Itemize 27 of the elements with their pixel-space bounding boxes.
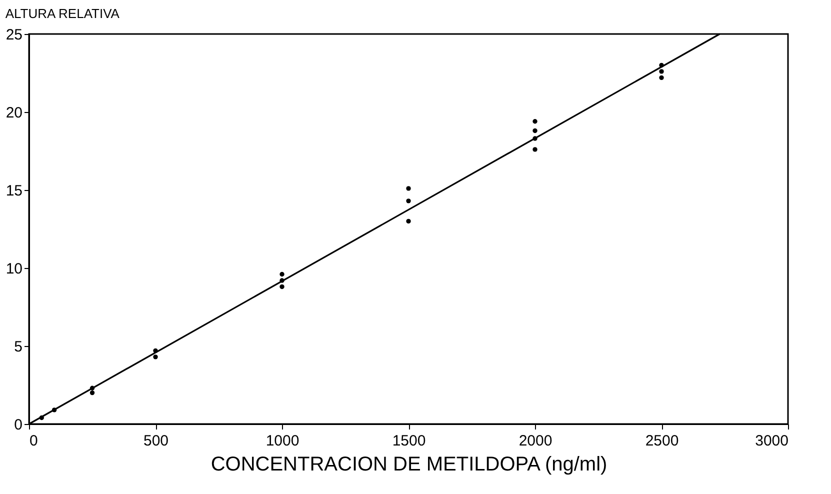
y-tick-label: 20 (6, 104, 22, 122)
point (532, 147, 538, 152)
x-tick-label: 0 (30, 432, 38, 450)
x-axis-title: CONCENTRACION DE METILDOPA (ng/ml) (210, 454, 608, 476)
x-tick-label: 2500 (645, 432, 679, 450)
point (532, 119, 538, 124)
point (280, 272, 284, 277)
point (280, 284, 284, 290)
x-tick-label: 1500 (392, 432, 426, 450)
y-tick-label: 15 (6, 182, 22, 200)
x-tick-label: 3000 (755, 432, 788, 450)
point (659, 69, 664, 74)
point (532, 128, 538, 134)
x-tick-label: 1000 (266, 432, 300, 450)
point (90, 390, 95, 396)
point (406, 198, 411, 204)
point (406, 186, 411, 191)
y-tick-label: 5 (14, 338, 22, 356)
point (659, 75, 664, 80)
point (406, 218, 411, 224)
y-tick-label: 10 (6, 260, 22, 278)
y-axis-title: ALTURA RELATIVA (5, 6, 120, 21)
y-tick-label: 0 (14, 416, 22, 434)
y-tick-label: 25 (6, 26, 22, 44)
x-tick-label: 2000 (518, 432, 552, 450)
x-tick-label: 500 (143, 432, 169, 450)
point (153, 354, 158, 360)
